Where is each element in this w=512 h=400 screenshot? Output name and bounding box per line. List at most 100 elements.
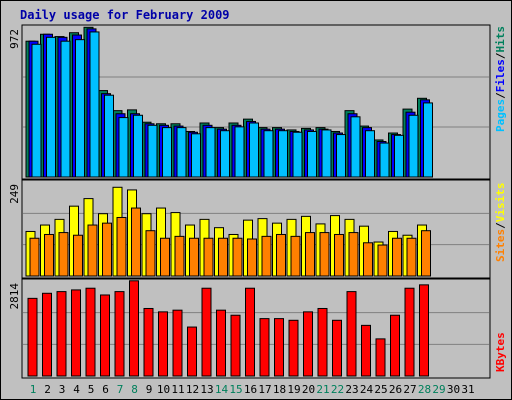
legend-entry: / [494, 92, 507, 99]
x-tick-day-14: 14 [215, 383, 229, 396]
bar-kbytes-day-4 [71, 289, 81, 377]
x-tick-day-6: 6 [102, 383, 109, 396]
bar-kbytes-day-20 [303, 311, 313, 377]
bar-kbytes-day-15 [230, 314, 241, 377]
bar-kbytes-day-24 [361, 324, 371, 377]
x-tick-day-9: 9 [146, 383, 153, 396]
x-tick-day-29: 29 [432, 383, 445, 396]
bar-kbytes-day-5 [85, 287, 96, 377]
x-tick-day-15: 15 [229, 383, 242, 396]
bar-sites-day-16 [247, 238, 257, 277]
bar-pages-day-13 [205, 127, 216, 178]
bar-kbytes-day-11 [172, 309, 183, 377]
bar-sites-day-4 [73, 234, 83, 277]
bar-pages-day-1 [31, 43, 42, 178]
bar-sites-day-11 [174, 235, 185, 277]
right-label-0: Pages/Files/Hits [494, 26, 507, 132]
bar-kbytes-day-14 [216, 309, 226, 377]
bar-sites-day-25 [377, 244, 388, 277]
y-max-label: 972 [8, 29, 21, 49]
bar-sites-day-8 [131, 207, 141, 277]
x-tick-day-1: 1 [30, 383, 37, 396]
bar-pages-day-12 [191, 133, 201, 178]
legend-entry: Pages [494, 99, 507, 132]
bar-pages-day-8 [133, 114, 143, 178]
x-tick-day-5: 5 [88, 383, 95, 396]
panel-visits-sites [21, 179, 491, 279]
bar-pages-day-4 [75, 39, 85, 178]
bar-pages-day-9 [147, 124, 158, 178]
x-tick-day-3: 3 [59, 383, 66, 396]
x-tick-day-23: 23 [345, 383, 358, 396]
bar-pages-day-28 [423, 102, 433, 178]
bars-layer [25, 26, 433, 377]
panel-kbytes [21, 278, 491, 379]
x-tick-day-13: 13 [200, 383, 213, 396]
bar-sites-day-21 [319, 232, 330, 277]
legend-entry: Files [494, 59, 507, 92]
bar-pages-day-10 [162, 127, 172, 178]
y-max-label: 2814 [8, 283, 21, 310]
bar-pages-day-27 [408, 114, 419, 178]
x-tick-day-8: 8 [131, 383, 138, 396]
bar-sites-day-24 [363, 242, 373, 277]
bar-sites-day-18 [276, 233, 286, 277]
bar-sites-day-6 [102, 222, 112, 277]
x-tick-day-18: 18 [273, 383, 286, 396]
x-tick-day-7: 7 [117, 383, 124, 396]
x-tick-day-12: 12 [186, 383, 199, 396]
bar-kbytes-day-8 [129, 280, 139, 377]
legend-entry: Visits [494, 183, 507, 223]
bar-kbytes-day-28 [419, 284, 429, 377]
bar-sites-day-26 [392, 237, 402, 277]
legend-entry: Sites [494, 229, 507, 262]
bar-sites-day-27 [406, 237, 417, 277]
x-tick-day-16: 16 [244, 383, 257, 396]
bar-pages-day-18 [278, 130, 288, 178]
y-max-label: 249 [8, 184, 21, 204]
right-label-2: KBytes [494, 332, 507, 372]
bar-pages-day-19 [292, 131, 303, 178]
x-tick-day-24: 24 [360, 383, 374, 396]
bar-pages-day-25 [379, 142, 390, 178]
bar-kbytes-day-13 [201, 287, 212, 377]
legend-entry: Hits [494, 26, 507, 53]
legend-entry: / [494, 52, 507, 59]
bar-pages-day-6 [104, 94, 114, 178]
bar-pages-day-7 [118, 117, 129, 178]
bar-pages-day-22 [336, 134, 346, 178]
bar-kbytes-day-9 [143, 307, 154, 377]
y-max-labels: 972 249 2814 [8, 29, 21, 310]
bar-pages-day-15 [234, 126, 245, 178]
panel-hits-files-pages [21, 24, 491, 180]
bar-pages-day-3 [60, 40, 71, 178]
x-tick-day-28: 28 [418, 383, 431, 396]
bar-kbytes-day-23 [346, 291, 357, 377]
bar-kbytes-day-25 [375, 338, 386, 377]
x-tick-day-21: 21 [316, 383, 329, 396]
x-tick-day-27: 27 [403, 383, 416, 396]
x-tick-day-17: 17 [258, 383, 271, 396]
bar-pages-day-21 [321, 129, 332, 178]
legend-entry: / [494, 222, 507, 229]
x-tick-day-22: 22 [331, 383, 344, 396]
bar-pages-day-17 [263, 130, 274, 178]
bar-kbytes-day-27 [404, 287, 415, 377]
bar-pages-day-11 [176, 127, 187, 178]
bar-pages-day-20 [307, 130, 317, 178]
bar-sites-day-12 [189, 237, 199, 277]
bar-sites-day-17 [261, 235, 272, 277]
x-tick-day-11: 11 [171, 383, 184, 396]
bar-kbytes-day-2 [42, 292, 52, 377]
bar-sites-day-1 [29, 237, 40, 277]
bar-sites-day-20 [305, 232, 315, 277]
x-tick-day-26: 26 [389, 383, 402, 396]
bar-kbytes-day-12 [187, 326, 197, 377]
bar-sites-day-15 [232, 237, 243, 277]
bar-pages-day-24 [365, 130, 375, 178]
bar-sites-day-13 [203, 237, 214, 277]
bar-kbytes-day-1 [27, 297, 38, 377]
bar-sites-day-10 [160, 237, 170, 277]
